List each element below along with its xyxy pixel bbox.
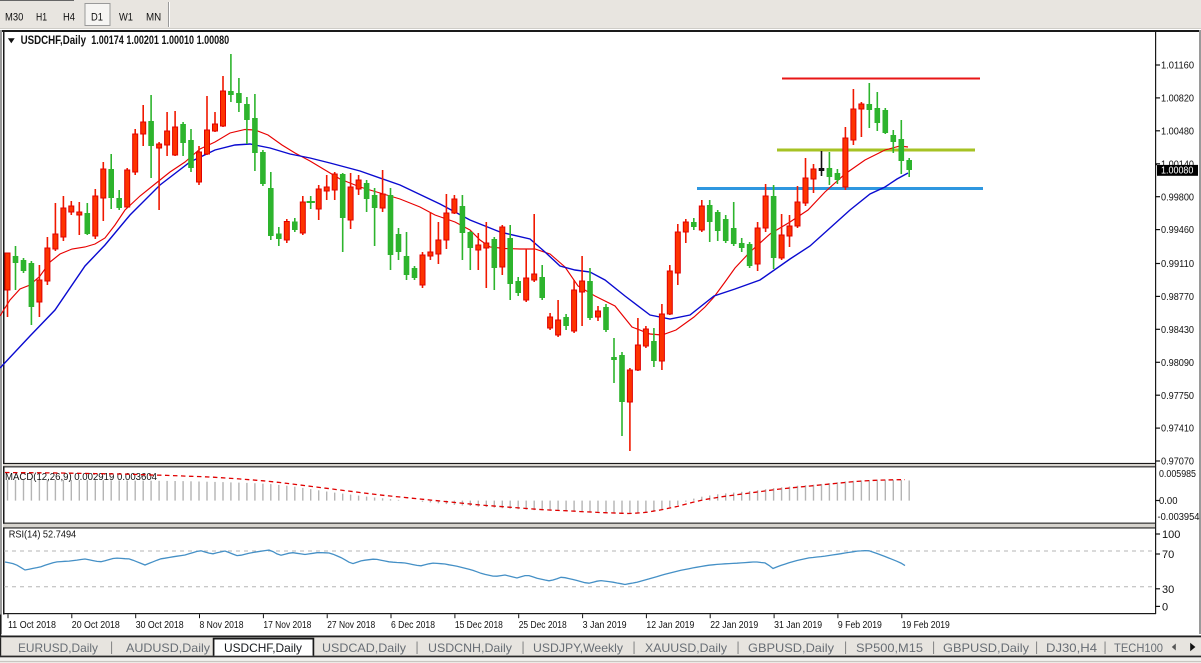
svg-text:11 Oct 2018: 11 Oct 2018	[8, 620, 56, 631]
svg-text:AUDUSD,Daily: AUDUSD,Daily	[126, 641, 210, 655]
svg-text:EURUSD,Daily: EURUSD,Daily	[18, 641, 98, 655]
svg-text:20 Oct 2018: 20 Oct 2018	[72, 620, 120, 631]
svg-text:0.99460: 0.99460	[1161, 225, 1194, 236]
svg-text:19 Feb 2019: 19 Feb 2019	[902, 620, 950, 631]
svg-text:0.99110: 0.99110	[1161, 259, 1194, 270]
svg-text:1.00480: 1.00480	[1161, 126, 1194, 137]
svg-text:30: 30	[1162, 584, 1174, 596]
svg-text:0.97410: 0.97410	[1161, 424, 1194, 435]
svg-text:GBPUSD,Daily: GBPUSD,Daily	[943, 641, 1029, 655]
svg-text:0.98770: 0.98770	[1161, 292, 1194, 303]
svg-text:17 Nov 2018: 17 Nov 2018	[263, 620, 311, 631]
svg-text:0.005985: 0.005985	[1159, 469, 1196, 480]
svg-text:0.97070: 0.97070	[1161, 457, 1194, 468]
svg-text:25 Dec 2018: 25 Dec 2018	[519, 620, 567, 631]
svg-text:0: 0	[1162, 601, 1168, 613]
svg-text:SP500,M15: SP500,M15	[856, 641, 923, 655]
svg-text:W1: W1	[119, 12, 133, 24]
svg-text:15 Dec 2018: 15 Dec 2018	[455, 620, 503, 631]
svg-text:TECH100: TECH100	[1114, 641, 1163, 655]
svg-text:USDCNH,Daily: USDCNH,Daily	[428, 641, 512, 655]
svg-text:22 Jan 2019: 22 Jan 2019	[710, 620, 758, 631]
svg-text:GBPUSD,Daily: GBPUSD,Daily	[748, 641, 834, 655]
svg-text:MN: MN	[146, 12, 161, 24]
svg-text:100: 100	[1162, 529, 1180, 541]
svg-text:0.98090: 0.98090	[1161, 358, 1194, 369]
svg-text:USDCAD,Daily: USDCAD,Daily	[322, 641, 406, 655]
svg-text:8 Nov 2018: 8 Nov 2018	[200, 620, 244, 631]
svg-text:DJ30,H4: DJ30,H4	[1046, 641, 1097, 655]
svg-text:1.00820: 1.00820	[1161, 94, 1194, 105]
svg-text:RSI(14) 52.7494: RSI(14) 52.7494	[9, 529, 77, 541]
svg-text:XAUUSD,Daily: XAUUSD,Daily	[645, 641, 727, 655]
svg-text:USDJPY,Weekly: USDJPY,Weekly	[533, 641, 623, 655]
svg-text:12 Jan 2019: 12 Jan 2019	[646, 620, 694, 631]
svg-text:70: 70	[1162, 549, 1174, 561]
svg-text:3 Jan 2019: 3 Jan 2019	[583, 620, 627, 631]
svg-text:6 Dec 2018: 6 Dec 2018	[391, 620, 435, 631]
svg-text:1.00080: 1.00080	[1161, 166, 1194, 177]
svg-text:USDCHF,Daily: USDCHF,Daily	[224, 641, 302, 655]
svg-text:27 Nov 2018: 27 Nov 2018	[327, 620, 375, 631]
svg-text:0.99800: 0.99800	[1161, 192, 1194, 203]
svg-text:1.00174 1.00201 1.00010 1.0008: 1.00174 1.00201 1.00010 1.00080	[91, 35, 229, 47]
svg-text:30 Oct 2018: 30 Oct 2018	[136, 620, 184, 631]
svg-text:31 Jan 2019: 31 Jan 2019	[774, 620, 822, 631]
svg-text:0.00: 0.00	[1159, 496, 1178, 507]
svg-text:0.97750: 0.97750	[1161, 391, 1194, 402]
svg-text:D1: D1	[91, 12, 103, 24]
svg-text:USDCHF,Daily: USDCHF,Daily	[21, 35, 87, 47]
svg-text:-0.003954: -0.003954	[1158, 512, 1200, 523]
svg-text:M30: M30	[5, 12, 23, 24]
svg-text:H1: H1	[36, 12, 47, 24]
svg-text:9 Feb 2019: 9 Feb 2019	[838, 620, 882, 631]
svg-text:1.01160: 1.01160	[1161, 61, 1194, 72]
svg-text:0.98430: 0.98430	[1161, 325, 1194, 336]
svg-text:H4: H4	[63, 12, 75, 24]
